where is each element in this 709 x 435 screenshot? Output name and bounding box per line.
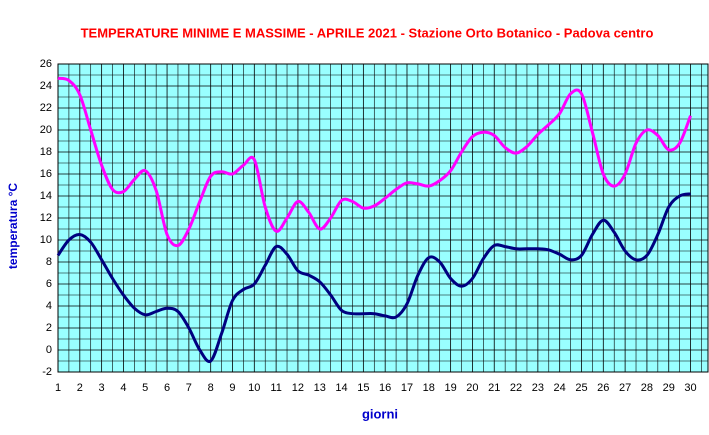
x-tick-label: 19 xyxy=(444,382,456,394)
x-tick-label: 12 xyxy=(292,382,304,394)
y-tick-label: 4 xyxy=(46,300,52,312)
x-tick-label: 28 xyxy=(641,382,653,394)
y-tick-label: 2 xyxy=(46,322,52,334)
x-tick-label: 13 xyxy=(314,382,326,394)
y-tick-label: 16 xyxy=(40,168,52,180)
x-tick-label: 27 xyxy=(619,382,631,394)
y-tick-label: 0 xyxy=(46,344,52,356)
x-axis-label: giorni xyxy=(362,406,398,421)
chart-title: TEMPERATURE MINIME E MASSIME - APRILE 20… xyxy=(81,25,654,40)
x-tick-label: 2 xyxy=(77,382,83,394)
x-tick-label: 14 xyxy=(335,382,347,394)
y-tick-label: 22 xyxy=(40,102,52,114)
y-tick-label: 24 xyxy=(40,80,52,92)
y-tick-label: 14 xyxy=(40,190,52,202)
x-tick-label: 15 xyxy=(357,382,369,394)
y-tick-label: 10 xyxy=(40,234,52,246)
y-tick-label: 26 xyxy=(40,58,52,70)
x-tick-label: 8 xyxy=(208,382,214,394)
x-tick-label: 10 xyxy=(248,382,260,394)
x-tick-label: 5 xyxy=(142,382,148,394)
x-tick-label: 16 xyxy=(379,382,391,394)
x-tick-label: 23 xyxy=(532,382,544,394)
x-tick-label: 24 xyxy=(554,382,566,394)
series-line xyxy=(57,76,692,248)
x-tick-label: 18 xyxy=(423,382,435,394)
x-tick-label: 26 xyxy=(597,382,609,394)
x-tick-label: 21 xyxy=(488,382,500,394)
x-tick-label: 3 xyxy=(99,382,105,394)
y-tick-label: -2 xyxy=(42,366,52,378)
series-line xyxy=(56,192,691,364)
x-tick-label: 30 xyxy=(684,382,696,394)
x-tick-label: 9 xyxy=(229,382,235,394)
x-tick-label: 7 xyxy=(186,382,192,394)
x-tick-label: 6 xyxy=(164,382,170,394)
y-tick-label: 12 xyxy=(40,212,52,224)
x-tick-label: 25 xyxy=(575,382,587,394)
y-axis-label: temperatura °C xyxy=(6,183,20,269)
x-tick-label: 1 xyxy=(55,382,61,394)
x-tick-label: 29 xyxy=(663,382,675,394)
x-tick-label: 11 xyxy=(270,382,281,394)
y-tick-label: 20 xyxy=(40,124,52,136)
x-tick-label: 20 xyxy=(466,382,478,394)
y-tick-label: 18 xyxy=(40,146,52,158)
x-tick-label: 17 xyxy=(401,382,413,394)
x-tick-label: 4 xyxy=(120,382,126,394)
y-tick-label: 8 xyxy=(46,256,52,268)
y-tick-label: 6 xyxy=(46,278,52,290)
x-tick-label: 22 xyxy=(510,382,522,394)
